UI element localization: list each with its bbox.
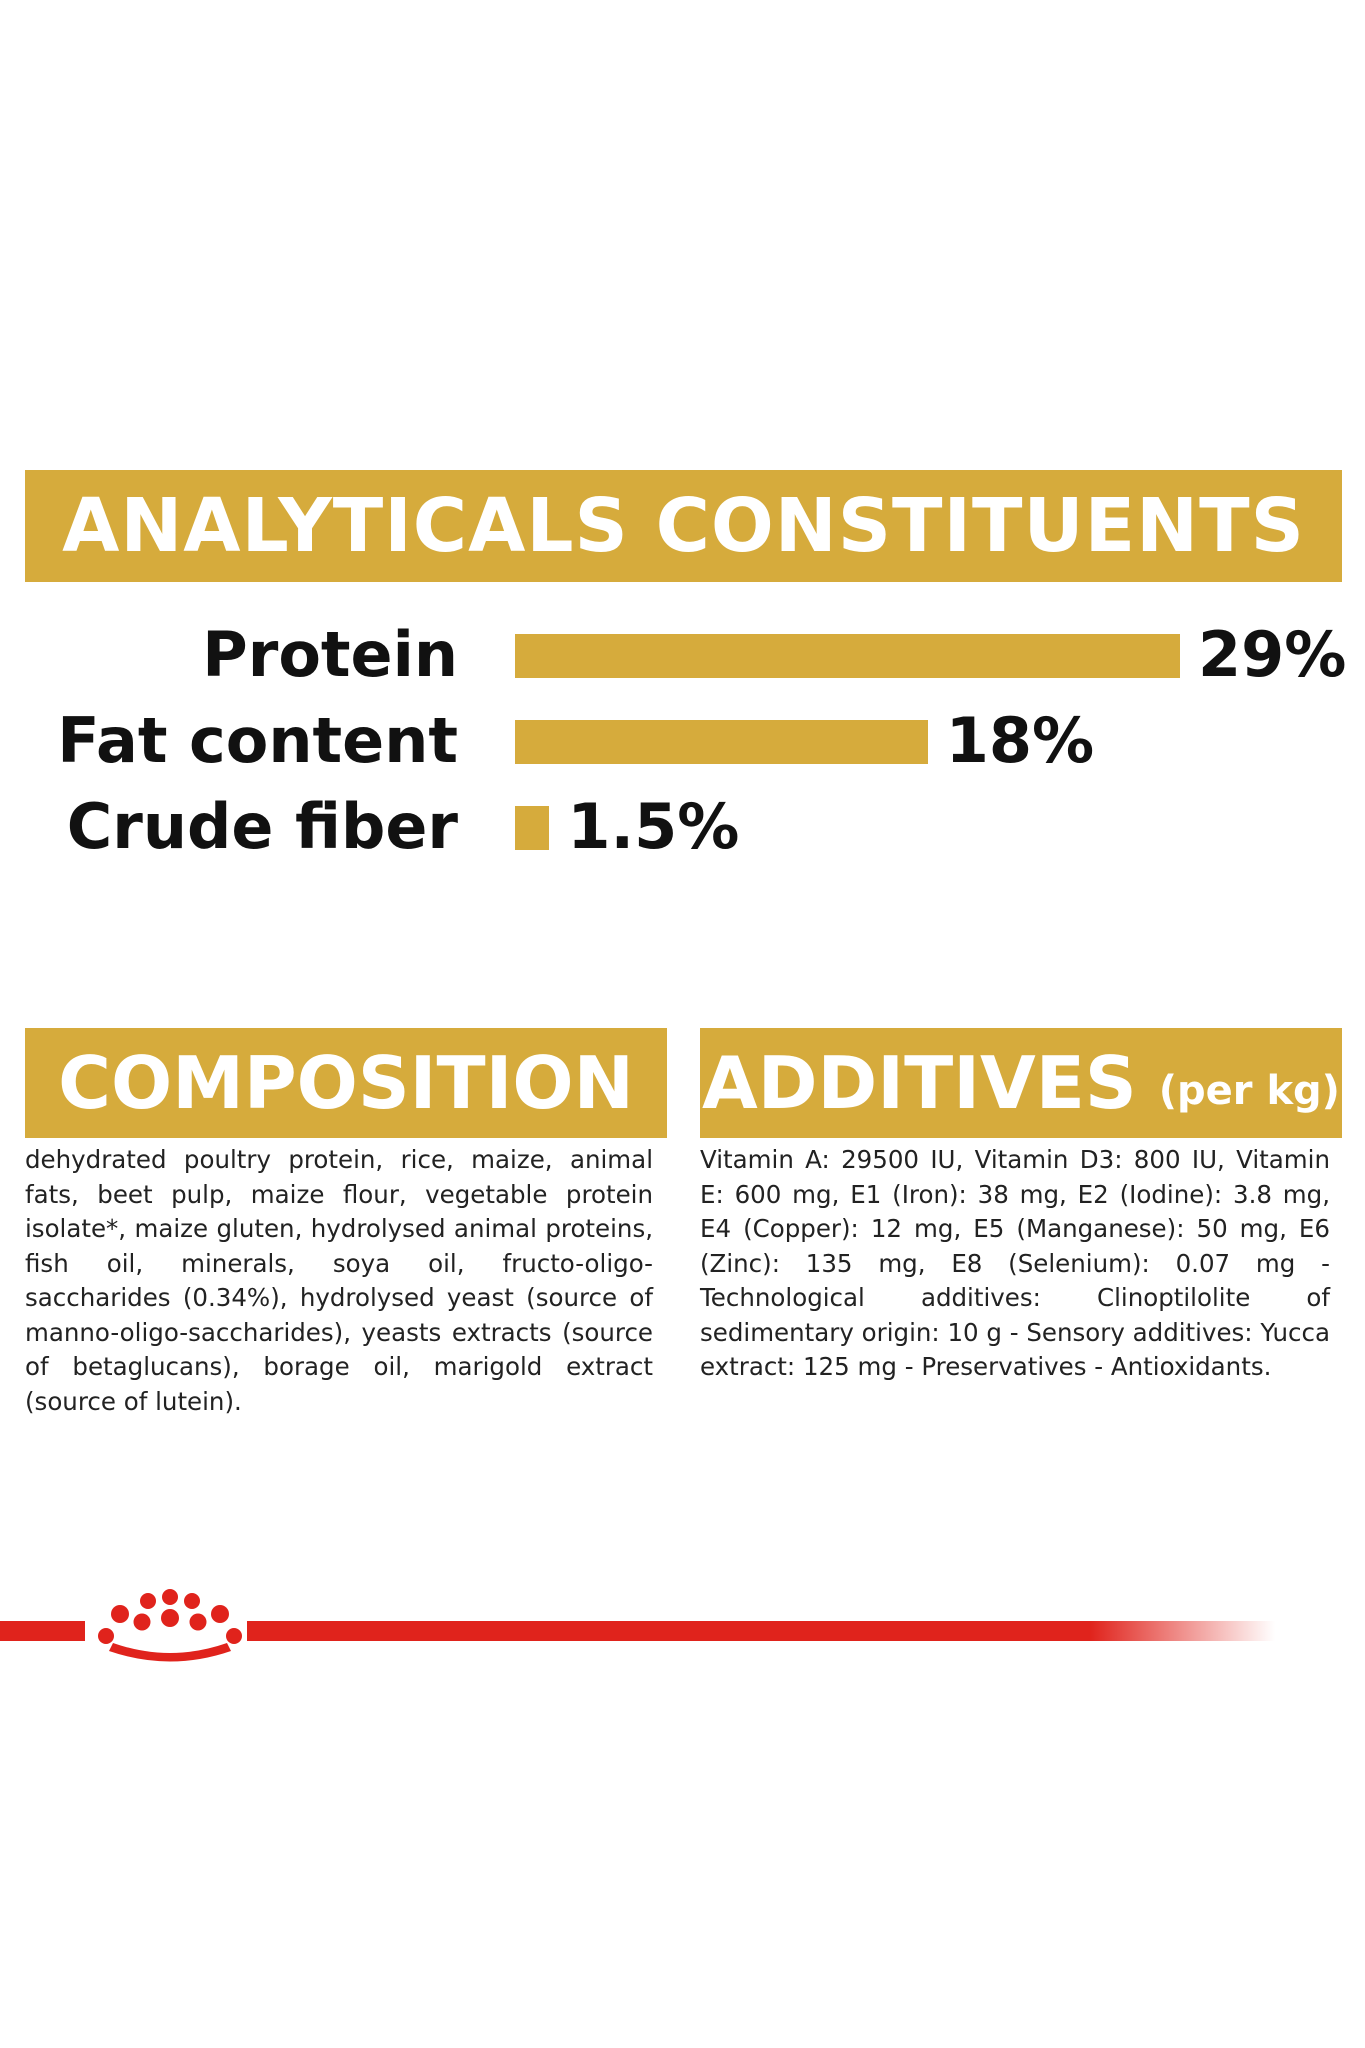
nutrient-row-fat: Fat content 18% [0, 698, 1365, 784]
analyticals-header: ANALYTICALS CONSTITUENTS [25, 470, 1342, 582]
nutrient-label: Fat content [57, 704, 458, 777]
nutrient-row-protein: Protein 29% [0, 612, 1365, 698]
nutrient-value: 1.5% [567, 790, 740, 863]
nutrient-label: Protein [202, 618, 458, 691]
footer-line-left [0, 1621, 85, 1641]
additives-title: ADDITIVES [702, 1041, 1137, 1125]
nutrient-bar [515, 806, 550, 850]
additives-header: ADDITIVES (per kg) [700, 1028, 1342, 1138]
crown-icon [98, 1589, 242, 1662]
composition-title: COMPOSITION [58, 1041, 634, 1125]
nutrient-value: 18% [945, 704, 1095, 777]
nutrient-label: Crude fiber [66, 790, 458, 863]
nutrient-row-fiber: Crude fiber 1.5% [0, 784, 1365, 870]
composition-text: dehydrated poultry protein, rice, maize,… [25, 1145, 653, 1416]
nutrient-value: 29% [1198, 618, 1347, 691]
analyticals-title: ANALYTICALS CONSTITUENTS [62, 483, 1305, 569]
nutrient-bar [515, 720, 928, 764]
additives-text: Vitamin A: 29500 IU, Vitamin D3: 800 IU,… [700, 1145, 1330, 1381]
composition-header: COMPOSITION [25, 1028, 667, 1138]
nutrient-bar [515, 634, 1180, 678]
footer-line-right [247, 1621, 1275, 1641]
additives-unit: (per kg) [1158, 1068, 1340, 1114]
